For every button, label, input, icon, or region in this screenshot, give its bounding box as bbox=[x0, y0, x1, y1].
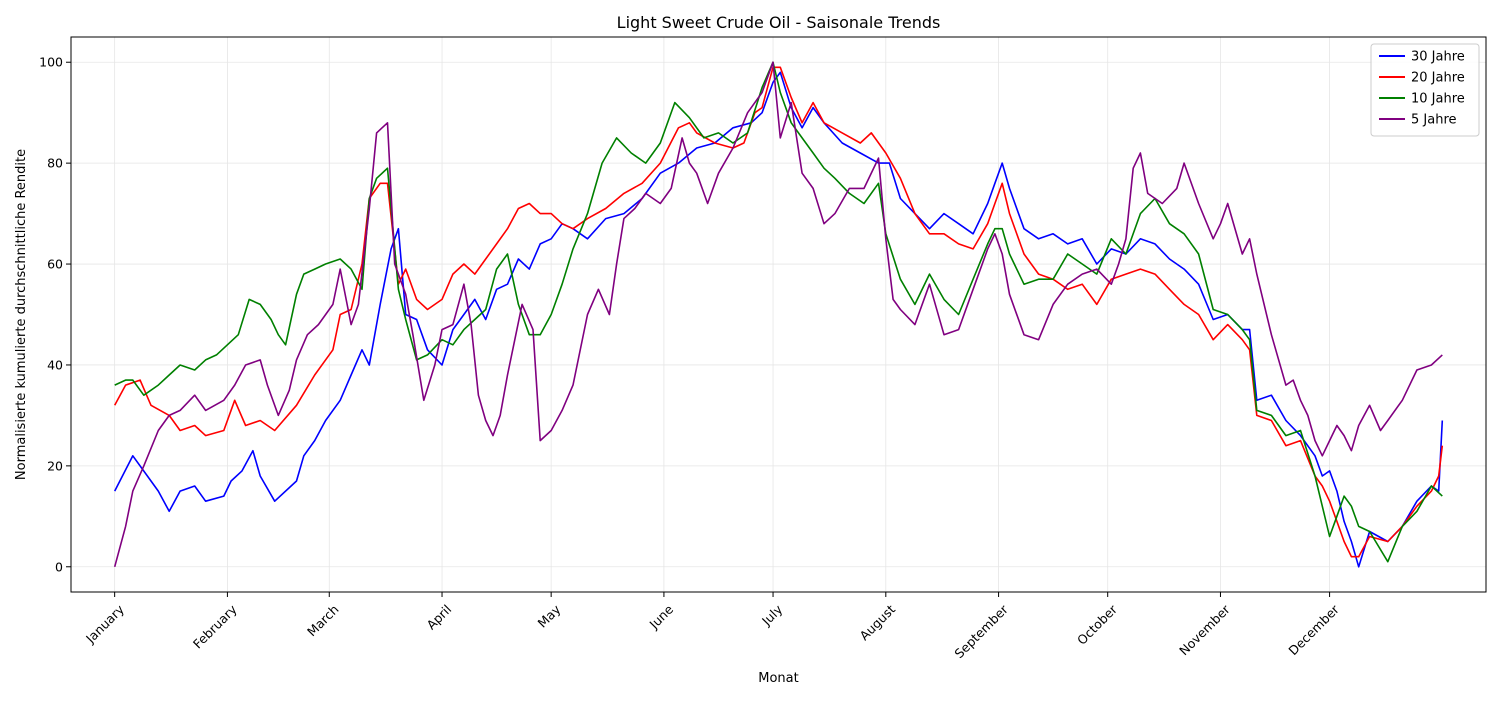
legend-label: 20 Jahre bbox=[1411, 71, 1465, 86]
y-tick-label: 40 bbox=[47, 357, 63, 372]
y-tick-label: 20 bbox=[47, 458, 63, 473]
x-axis-label: Monat bbox=[758, 671, 798, 686]
y-tick-label: 0 bbox=[55, 559, 63, 574]
y-tick-label: 100 bbox=[39, 55, 63, 70]
series-line bbox=[113, 66, 1444, 558]
series-line bbox=[114, 61, 1443, 563]
legend: 30 Jahre 20 Jahre 10 Jahre 5 Jahre bbox=[1370, 43, 1480, 137]
legend-label: 10 Jahre bbox=[1411, 92, 1465, 107]
y-axis-label: Normalisierte kumulierte durchschnittlic… bbox=[14, 149, 29, 480]
y-tick-label: 60 bbox=[47, 257, 63, 272]
legend-label: 30 Jahre bbox=[1411, 50, 1465, 65]
plot-frame bbox=[70, 36, 1487, 593]
legend-box bbox=[1370, 43, 1480, 137]
series-line bbox=[113, 61, 1443, 568]
legend-label: 5 Jahre bbox=[1411, 113, 1457, 128]
y-tick-label: 80 bbox=[47, 156, 63, 171]
series-line bbox=[113, 71, 1444, 568]
chart-title: Light Sweet Crude Oil - Saisonale Trends bbox=[617, 13, 941, 32]
series-lines bbox=[113, 61, 1444, 568]
